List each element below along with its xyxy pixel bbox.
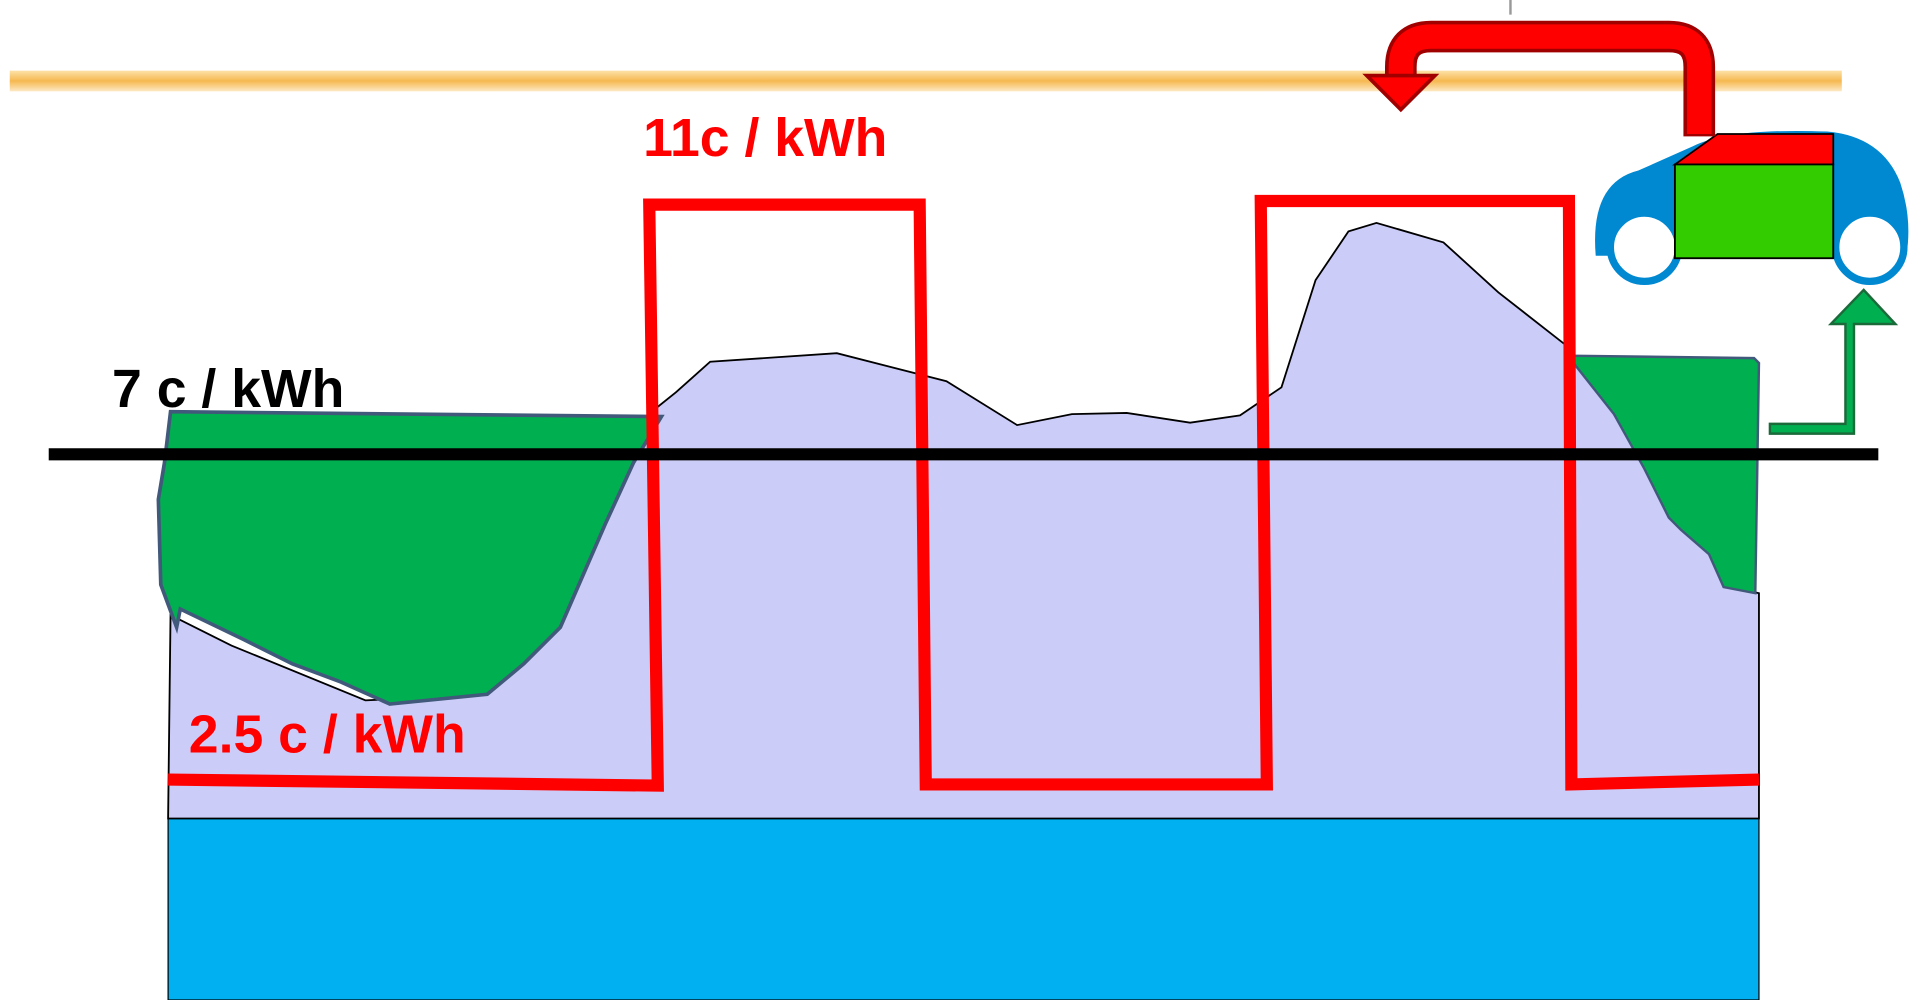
peak-price-label: 11c / kWh: [643, 108, 887, 168]
base-load: [167, 817, 1760, 1000]
return-arrowhead: [1362, 73, 1440, 113]
battery-top: [1672, 133, 1835, 166]
price-curve: [168, 194, 1760, 792]
header-band: [9, 70, 1842, 92]
car-wheel: [1606, 209, 1683, 286]
car-wheel: [1832, 209, 1908, 286]
mid-price-label: 7 c / kWh: [112, 359, 344, 419]
return-arrow: [1388, 24, 1712, 134]
battery: [1673, 163, 1835, 260]
offpeak-price-label: 2.5 c / kWh: [189, 705, 466, 765]
supply-arrow: [1768, 288, 1899, 435]
charging-area: [156, 409, 665, 706]
